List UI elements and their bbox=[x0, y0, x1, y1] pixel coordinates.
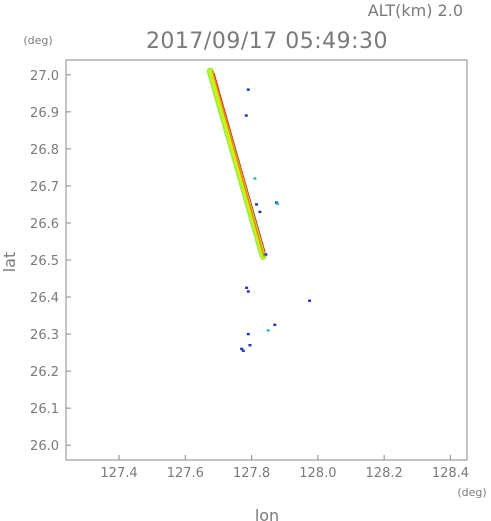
y-tick-label: 26.9 bbox=[30, 106, 59, 121]
x-tick-label: 128.4 bbox=[432, 466, 469, 481]
y-tick-label: 26.5 bbox=[30, 254, 59, 269]
y-axis-title: lat bbox=[0, 252, 19, 273]
x-unit-label: (deg) bbox=[457, 486, 486, 499]
x-tick-label: 128.0 bbox=[299, 466, 336, 481]
echo-point bbox=[241, 349, 245, 352]
y-tick-label: 26.4 bbox=[30, 291, 59, 306]
echo-point bbox=[258, 210, 262, 214]
x-tick-label: 128.2 bbox=[366, 466, 403, 481]
echo-point bbox=[266, 329, 270, 332]
y-tick-label: 26.0 bbox=[30, 439, 59, 454]
y-tick-label: 26.6 bbox=[30, 217, 59, 232]
echo-point bbox=[246, 88, 250, 91]
y-tick-label: 26.8 bbox=[30, 143, 59, 158]
x-tick-label: 127.6 bbox=[167, 466, 204, 481]
y-unit-label: (deg) bbox=[23, 34, 52, 47]
echo-point bbox=[264, 253, 268, 256]
echo-point bbox=[240, 347, 244, 351]
echo-point bbox=[246, 290, 250, 293]
echo-band-1 bbox=[208, 69, 266, 259]
echo-point bbox=[248, 343, 252, 347]
echo-point bbox=[255, 203, 259, 206]
echo-point bbox=[273, 323, 277, 327]
x-tick-label: 127.4 bbox=[100, 466, 137, 481]
y-tick-label: 27.0 bbox=[30, 69, 59, 84]
plot-frame bbox=[65, 59, 468, 461]
altitude-label: ALT(km) 2.0 bbox=[368, 1, 463, 20]
x-tick-label: 127.8 bbox=[233, 466, 270, 481]
echo-band-edge bbox=[213, 73, 266, 253]
echo-point bbox=[244, 114, 248, 117]
echo-point bbox=[308, 299, 312, 302]
data-marks bbox=[206, 67, 312, 352]
echo-point bbox=[253, 177, 257, 180]
echo-band-2 bbox=[211, 70, 265, 257]
datetime-label: 2017/09/17 05:49:30 bbox=[146, 29, 388, 54]
ticks: 127.4 127.6 127.8 128.0 128.2 128.4 26.0 26.1 26… bbox=[30, 69, 469, 481]
y-tick-label: 26.1 bbox=[30, 402, 59, 417]
echo-point bbox=[245, 286, 249, 289]
echo-point bbox=[246, 332, 250, 336]
x-axis-title: lon bbox=[255, 506, 279, 521]
y-tick-label: 26.3 bbox=[30, 328, 59, 343]
y-tick-label: 26.7 bbox=[30, 180, 59, 195]
y-tick-label: 26.2 bbox=[30, 365, 59, 380]
echo-point bbox=[275, 202, 279, 205]
